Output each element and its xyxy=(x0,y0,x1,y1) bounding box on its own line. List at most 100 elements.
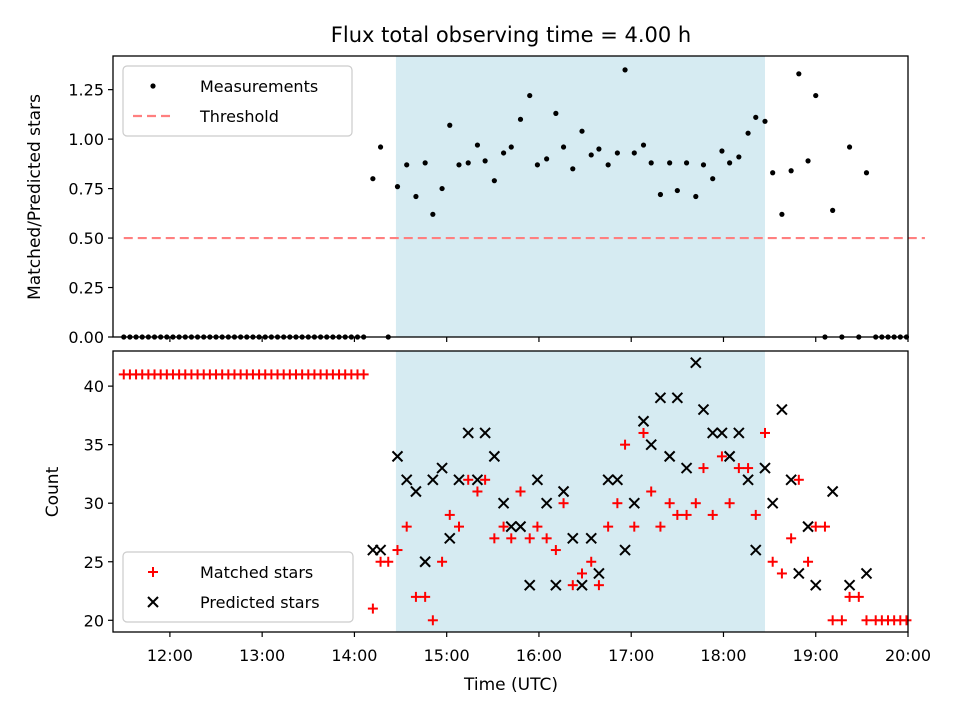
measurements-point xyxy=(422,160,428,166)
measurements-point xyxy=(570,166,576,172)
measurements-point xyxy=(534,162,541,168)
predicted-stars-point xyxy=(690,357,702,369)
matched-stars-point xyxy=(620,439,631,450)
top-ytick-label: 1.25 xyxy=(68,81,104,100)
measurements-point xyxy=(779,211,785,217)
bottom-observing-window-shade xyxy=(395,351,765,632)
bottom-x-axis-ticks: 12:00 13:00 14:00 15:00 16:00 17:00 18:00 19:00… xyxy=(147,632,931,665)
bottom-data-marks xyxy=(118,357,912,626)
matched-stars-point xyxy=(498,521,509,532)
predicted-stars-point xyxy=(723,450,736,463)
matched-stars-point xyxy=(420,591,431,602)
predicted-stars-point xyxy=(663,450,676,463)
matched-stars-point xyxy=(836,615,847,626)
predicted-stars-point xyxy=(759,462,771,474)
measurements-point xyxy=(447,122,453,128)
predicted-stars-point xyxy=(602,474,614,486)
measurements-point xyxy=(404,162,410,168)
top-legend: Measurements Threshold xyxy=(122,65,353,137)
measurements-point xyxy=(719,148,725,154)
matched-stars-point xyxy=(698,463,709,474)
top-chart-title: Flux total observing time = 4.00 h xyxy=(331,23,691,47)
measurements-point xyxy=(674,187,680,194)
measurements-point xyxy=(500,150,507,156)
bot-ytick-label: 25 xyxy=(84,553,104,572)
predicted-stars-point xyxy=(802,520,814,533)
predicted-stars-point xyxy=(514,520,527,533)
predicted-stars-point xyxy=(419,556,431,568)
measurements-point xyxy=(596,146,602,152)
measurements-point xyxy=(614,150,620,156)
matched-stars-point xyxy=(853,591,864,602)
top-ytick-label: 0.50 xyxy=(68,229,104,248)
measurements-point xyxy=(631,150,637,156)
measurements-point xyxy=(736,154,742,160)
measurements-point xyxy=(588,152,594,158)
matched-stars-point xyxy=(767,556,778,567)
bottom-x-axis-label: Time (UTC) xyxy=(463,675,558,695)
predicted-stars-point xyxy=(766,497,779,509)
matched-stars-point xyxy=(550,545,561,556)
measurements-point xyxy=(796,71,802,77)
measurements-legend-marker xyxy=(150,83,156,89)
measurements-point xyxy=(683,160,690,166)
bot-legend-box xyxy=(122,551,354,623)
measurements-point xyxy=(560,144,567,150)
predicted-stars-point xyxy=(843,579,856,591)
measurements-point xyxy=(770,170,776,176)
bottom-xtick-label: 15:00 xyxy=(424,646,470,665)
matched-stars-point xyxy=(750,509,761,520)
measurements-point xyxy=(753,114,759,120)
bottom-xtick-label: 13:00 xyxy=(239,646,285,665)
measurements-point xyxy=(657,191,664,198)
measurements-point xyxy=(648,160,654,166)
predicted-stars-point xyxy=(505,520,517,533)
bottom-y-axis-label: Count xyxy=(43,466,63,517)
predicted-stars-point xyxy=(497,497,510,509)
matched-stars-point xyxy=(672,509,683,520)
bottom-xtick-label: 16:00 xyxy=(516,646,562,665)
predicted-stars-point xyxy=(611,474,624,486)
predicted-stars-point xyxy=(680,462,693,474)
bottom-xtick-label: 20:00 xyxy=(885,646,931,665)
matched-stars-point xyxy=(489,533,500,544)
top-observing-window-shade xyxy=(395,56,765,337)
measurements-point xyxy=(482,158,488,164)
threshold-legend-label: Threshold xyxy=(199,107,279,126)
bottom-y-axis-ticks: 20 25 30 35 40 xyxy=(84,377,113,630)
bottom-xtick-label: 18:00 xyxy=(700,646,746,665)
measurements-point xyxy=(745,130,751,136)
predicted-stars-point xyxy=(453,474,465,486)
matched-stars-point xyxy=(383,556,394,567)
matched-stars-point xyxy=(655,521,666,532)
measurements-point xyxy=(579,128,585,134)
bottom-legend: Matched stars Predicted stars xyxy=(122,551,354,623)
measurements-point xyxy=(727,160,733,166)
matched-stars-point xyxy=(367,603,378,614)
matched-stars-point xyxy=(629,521,640,532)
measurements-point xyxy=(830,207,836,213)
predicted-stars-point xyxy=(785,474,797,486)
matched-stars-point xyxy=(444,509,455,520)
measurements-point xyxy=(439,185,445,192)
matched-stars-point xyxy=(427,615,438,626)
matched-stars-point xyxy=(664,498,675,509)
matched-stars-point xyxy=(844,591,855,602)
matched-stars-point xyxy=(603,521,614,532)
measurements-point xyxy=(491,178,497,184)
predicted-stars-point xyxy=(479,427,491,439)
predicted-stars-point xyxy=(540,497,553,509)
measurements-point xyxy=(517,116,524,122)
predicted-stars-point xyxy=(391,450,404,463)
matched-stars-point xyxy=(480,474,491,485)
matched-stars-legend-label: Matched stars xyxy=(200,563,313,582)
measurements-point xyxy=(553,110,559,116)
predicted-stars-point xyxy=(860,567,873,580)
bottom-xtick-label: 14:00 xyxy=(331,646,377,665)
matched-stars-legend-marker xyxy=(148,567,158,577)
matched-stars-point xyxy=(786,533,797,544)
predicted-stars-point xyxy=(427,474,439,486)
matched-stars-point xyxy=(759,427,770,438)
